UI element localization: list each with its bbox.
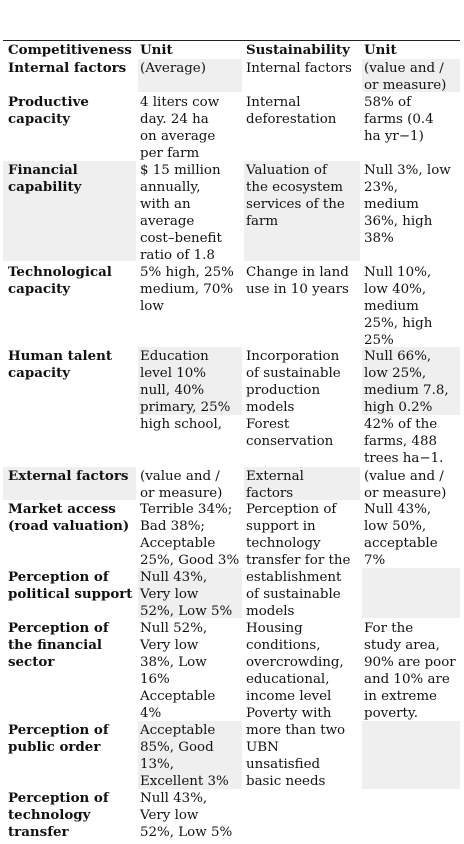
table-header: Competitiveness Unit Sustainability Unit <box>3 40 460 58</box>
shade-band <box>362 721 460 789</box>
table-cell: Perception of public order <box>8 722 109 755</box>
table-cell: Market access (road valuation) <box>8 501 130 534</box>
table-cell: Valuation of the ecosystem services of t… <box>246 163 345 229</box>
table-cell: Null 66%, low 25%, medium 7.8, high 0.2% <box>364 349 449 415</box>
table-cell: (Average) <box>140 61 206 76</box>
table-cell: For the study area, 90% are poor and 10%… <box>364 621 456 721</box>
table-cell: 5% high, 25% medium, 70% low <box>140 265 234 314</box>
table-cell: Internal deforestation <box>246 95 337 127</box>
header-unit: Unit <box>140 42 173 58</box>
shade-band <box>3 467 136 500</box>
table-cell: Perception of the financial sector <box>8 620 109 670</box>
table-cell: 4 liters cow day. 24 ha on average per f… <box>140 95 220 161</box>
shade-band <box>244 467 360 500</box>
table-cell: Null 52%, Very low 38%, Low 16% Acceptab… <box>140 621 216 721</box>
shade-band <box>3 161 136 261</box>
shade-band <box>138 568 242 618</box>
table-cell: (value and / or measure) <box>364 469 447 501</box>
table-cell: Null 43%, Very low 52%, Low 5% <box>140 791 233 840</box>
header-sustainability: Sustainability <box>246 42 350 58</box>
table-cell: Housing conditions, overcrowding, educat… <box>246 621 346 789</box>
shade-band <box>362 568 460 618</box>
table-cell: Incorporation of sustainable production … <box>246 349 341 415</box>
table-cell: Perception of political support <box>8 569 133 602</box>
table-cell: Null 10%, low 40%, medium 25%, high 25% <box>364 265 433 348</box>
table-cell: (value and / or measure) <box>364 61 447 93</box>
table-cell: $ 15 million annually, with an average c… <box>140 163 222 263</box>
table-cell: Internal factors <box>8 60 127 76</box>
table-cell: Change in land use in 10 years <box>246 265 349 297</box>
table-cell: Null 43%, Very low 52%, Low 5% <box>140 570 233 619</box>
table-cell: Financial capability <box>8 162 82 195</box>
table-cell: Acceptable 85%, Good 13%, Excellent 3% <box>140 723 229 789</box>
shade-band <box>362 347 460 415</box>
table-cell: Null 43%, low 50%, acceptable 7% <box>364 502 438 568</box>
table-cell: Terrible 34%; Bad 38%; Acceptable 25%, G… <box>140 502 240 568</box>
table-cell: External factors <box>8 468 129 484</box>
shade-band <box>244 161 360 261</box>
shade-band <box>138 59 242 92</box>
shade-band <box>138 347 242 415</box>
table-cell: Perception of technology transfer <box>8 790 109 840</box>
table-cell: (value and / or measure) <box>140 469 223 501</box>
shade-band <box>362 59 460 92</box>
table-cell: External factors <box>246 469 304 501</box>
table-cell: Null 3%, low 23%, medium 36%, high 38% <box>364 163 451 246</box>
table-cell: Productive capacity <box>8 94 89 127</box>
table-cell: 42% of the farms, 488 trees ha−1. <box>364 417 444 466</box>
header-rule <box>3 40 460 41</box>
table-cell: 58% of farms (0.4 ha yr−1) <box>364 95 434 144</box>
table-cell: Forest conservation <box>246 417 334 449</box>
table-cell: Technological capacity <box>8 264 112 297</box>
header-competitiveness: Competitiveness <box>8 42 132 58</box>
table-cell: Perception of support in technology tran… <box>246 502 351 619</box>
shade-band <box>138 721 242 789</box>
table-cell: Education level 10% null, 40% primary, 2… <box>140 349 231 432</box>
header-unit: Unit <box>364 42 397 58</box>
table-cell: Human talent capacity <box>8 348 113 381</box>
table-cell: Internal factors <box>246 61 352 76</box>
